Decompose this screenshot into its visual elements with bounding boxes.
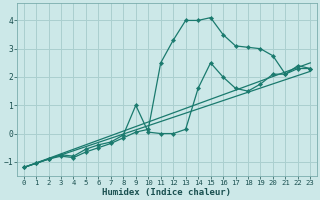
X-axis label: Humidex (Indice chaleur): Humidex (Indice chaleur) [102,188,231,197]
